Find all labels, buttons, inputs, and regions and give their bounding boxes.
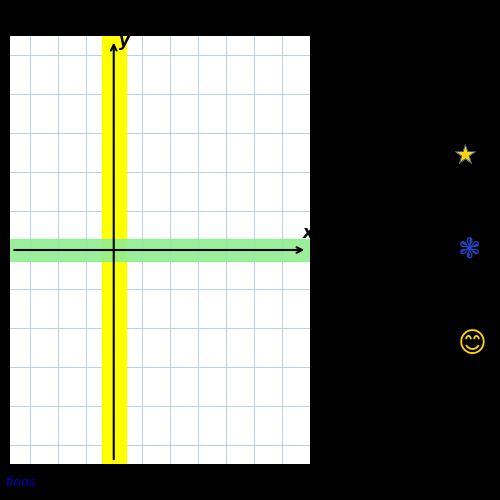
Text: ☆: ☆	[452, 142, 477, 170]
Text: x: x	[303, 224, 314, 242]
Text: 😊: 😊	[458, 330, 487, 358]
Text: ★: ★	[452, 142, 477, 170]
Text: ( 2 , 3 ): ( 2 , 3 )	[325, 147, 386, 165]
Bar	[102, 36, 126, 464]
Text: ( - 4, -2 ): ( - 4, -2 )	[325, 241, 398, 259]
Text: tions: tions	[5, 476, 36, 488]
Text: ( 0, -5 ): ( 0, -5 )	[325, 335, 386, 353]
Text: Plot the follo: Plot the follo	[325, 79, 430, 97]
Text: ❃: ❃	[458, 236, 481, 264]
Text: y: y	[119, 32, 130, 50]
Bar	[10, 239, 310, 261]
